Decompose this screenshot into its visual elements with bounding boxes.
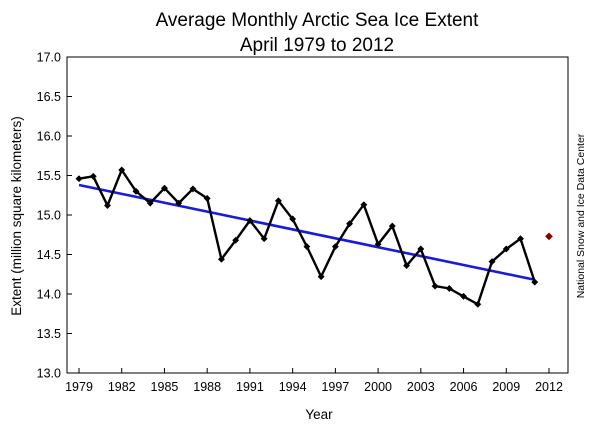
data-point — [445, 284, 453, 293]
data-point — [431, 282, 439, 290]
x-tick-label: 2012 — [535, 380, 563, 394]
data-point — [232, 236, 240, 244]
data-point — [346, 220, 354, 228]
data-point — [274, 197, 282, 205]
x-axis-label: Year — [305, 407, 333, 422]
x-tick-label: 1997 — [321, 380, 349, 394]
data-point — [516, 235, 525, 243]
x-tick-label: 1991 — [236, 380, 264, 394]
data-point — [75, 175, 83, 183]
data-point — [502, 245, 510, 253]
chart-title: Average Monthly Arctic Sea Ice Extent — [156, 10, 480, 31]
y-tick-label: 15.0 — [37, 209, 61, 223]
data-point — [303, 243, 311, 251]
data-point — [160, 184, 169, 192]
series-line — [78, 167, 536, 307]
plot-marks — [75, 166, 553, 308]
y-tick-label: 14.5 — [37, 248, 61, 262]
x-tick-label: 2003 — [407, 380, 435, 394]
y-tick-label: 13.0 — [37, 367, 61, 381]
x-tick-label: 1994 — [279, 380, 307, 394]
y-tick-label: 13.5 — [37, 327, 61, 341]
data-point — [189, 185, 197, 193]
y-axis-ticks: 13.0 13.5 14.0 14.5 15.0 15.5 16.0 16.5 17.0 — [37, 51, 72, 381]
x-tick-label: 2000 — [364, 380, 392, 394]
y-axis-label: Extent (million square kilometers) — [9, 116, 24, 316]
data-point — [118, 166, 126, 174]
x-tick-label: 1988 — [193, 380, 221, 394]
data-point-highlight — [545, 232, 553, 241]
data-point — [317, 273, 325, 281]
y-tick-label: 14.0 — [37, 288, 61, 302]
data-point — [360, 201, 368, 209]
chart-subtitle: April 1979 to 2012 — [240, 35, 394, 56]
x-tick-label: 1982 — [108, 380, 136, 394]
data-point — [203, 194, 211, 202]
x-axis-ticks: 1979 1982 1985 1988 1991 1994 1997 2000 2003 2006… — [65, 368, 563, 394]
x-tick-label: 2009 — [492, 380, 520, 394]
data-point — [289, 215, 297, 223]
data-point — [103, 201, 112, 210]
x-tick-label: 2006 — [450, 380, 478, 394]
x-tick-label: 1979 — [65, 380, 93, 394]
data-point — [246, 216, 254, 225]
plot-frame — [66, 56, 569, 374]
data-point — [89, 172, 97, 180]
data-point — [531, 278, 539, 286]
trend-line — [78, 183, 536, 282]
data-point — [175, 199, 183, 207]
data-point — [417, 245, 425, 253]
y-tick-label: 17.0 — [37, 51, 61, 65]
data-point — [331, 243, 339, 251]
source-credit: National Snow and Ice Data Center — [575, 133, 587, 298]
x-tick-label: 1985 — [151, 380, 179, 394]
data-point — [388, 222, 396, 230]
data-point — [146, 199, 154, 207]
data-point — [217, 255, 225, 263]
data-point — [403, 262, 411, 270]
y-tick-label: 16.5 — [37, 90, 61, 104]
data-point — [132, 187, 140, 195]
y-tick-label: 16.0 — [37, 130, 61, 144]
data-point — [260, 235, 268, 243]
data-point — [374, 240, 382, 248]
data-point — [488, 258, 496, 266]
y-tick-label: 15.5 — [37, 169, 61, 183]
data-point — [459, 292, 468, 300]
data-point — [474, 300, 482, 308]
